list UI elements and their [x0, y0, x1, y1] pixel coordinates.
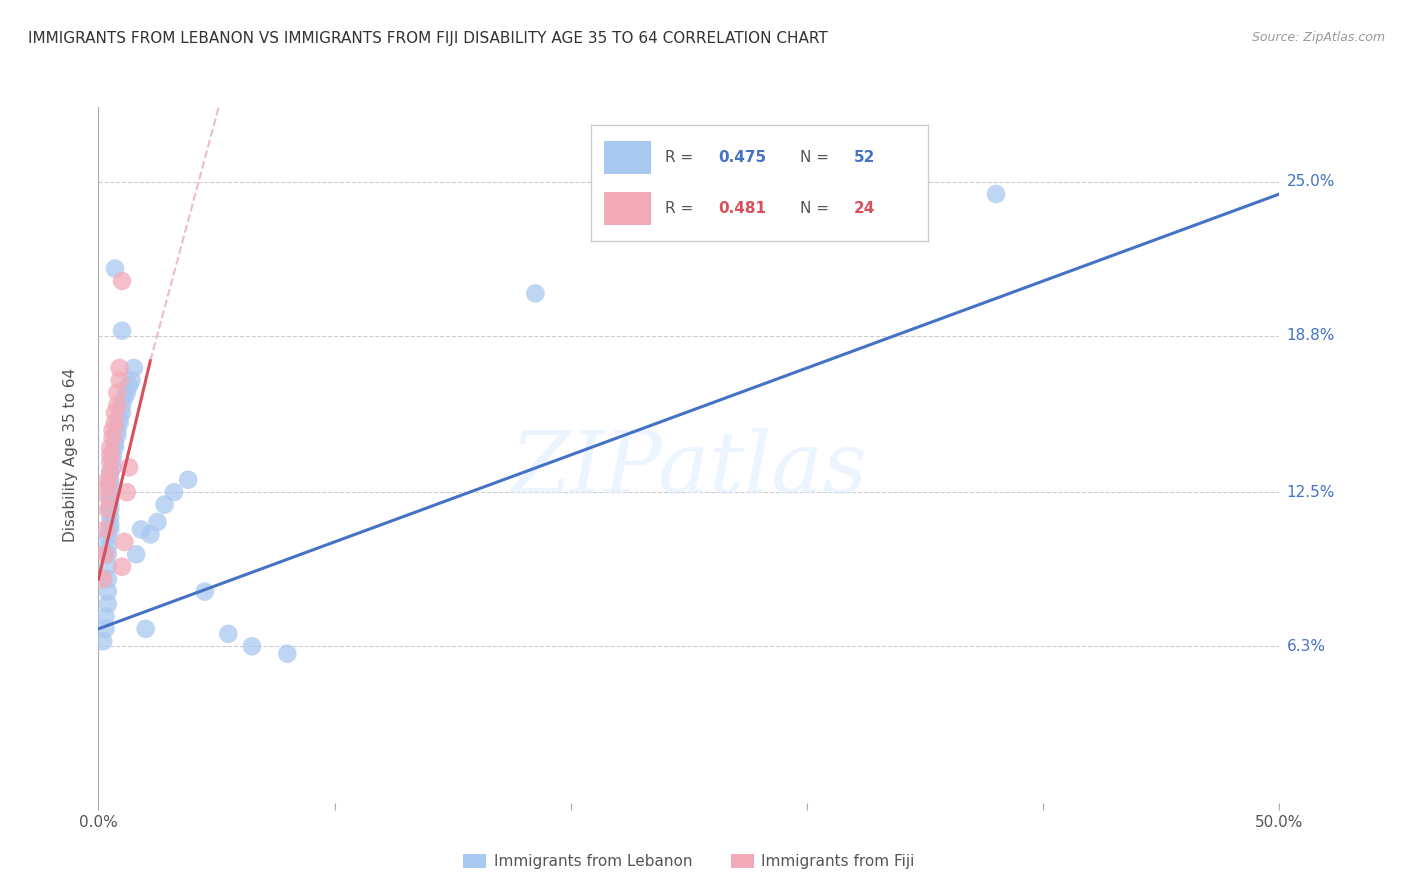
Point — [129, 523, 152, 537]
Point — [111, 398, 134, 412]
Point — [98, 477, 121, 491]
Point — [177, 473, 200, 487]
Point — [101, 423, 124, 437]
Point — [97, 584, 120, 599]
Point — [101, 431, 124, 445]
Point — [125, 547, 148, 561]
Point — [98, 448, 121, 462]
Point — [111, 559, 134, 574]
Text: Source: ZipAtlas.com: Source: ZipAtlas.com — [1251, 31, 1385, 45]
Point — [101, 453, 124, 467]
Point — [153, 498, 176, 512]
Text: 24: 24 — [853, 201, 875, 216]
Point — [104, 406, 127, 420]
Text: N =: N = — [800, 201, 834, 216]
Point — [194, 584, 217, 599]
Legend: Immigrants from Lebanon, Immigrants from Fiji: Immigrants from Lebanon, Immigrants from… — [457, 848, 921, 875]
Point — [112, 535, 135, 549]
Point — [97, 473, 120, 487]
Text: R =: R = — [665, 201, 697, 216]
Bar — [605, 141, 651, 174]
Point — [98, 510, 121, 524]
Point — [108, 361, 131, 376]
Point — [146, 515, 169, 529]
Point — [111, 406, 134, 420]
Point — [163, 485, 186, 500]
Point — [115, 485, 138, 500]
Text: ZIPatlas: ZIPatlas — [510, 427, 868, 510]
Point — [115, 385, 138, 400]
Point — [139, 527, 162, 541]
Point — [98, 502, 121, 516]
Text: 18.8%: 18.8% — [1286, 328, 1334, 343]
Point — [104, 261, 127, 276]
Text: 52: 52 — [853, 150, 875, 165]
Text: 0.481: 0.481 — [718, 201, 766, 216]
Point — [135, 622, 157, 636]
Point — [94, 547, 117, 561]
Point — [118, 460, 141, 475]
Point — [984, 187, 1007, 202]
Point — [97, 597, 120, 611]
Point — [111, 274, 134, 288]
Point — [97, 490, 120, 504]
Point — [105, 398, 128, 412]
Point — [98, 485, 121, 500]
Point — [98, 517, 121, 532]
Point — [101, 448, 124, 462]
Point — [94, 523, 117, 537]
Point — [97, 530, 120, 544]
Point — [97, 502, 120, 516]
Point — [104, 441, 127, 455]
Point — [97, 540, 120, 554]
Point — [98, 492, 121, 507]
Point — [94, 609, 117, 624]
Point — [524, 286, 547, 301]
Point — [122, 361, 145, 376]
Point — [121, 373, 143, 387]
Point — [118, 378, 141, 392]
Point — [112, 391, 135, 405]
Point — [97, 572, 120, 586]
Point — [98, 441, 121, 455]
Point — [105, 385, 128, 400]
Point — [276, 647, 298, 661]
Point — [97, 480, 120, 494]
Point — [111, 324, 134, 338]
Point — [101, 460, 124, 475]
Point — [94, 622, 117, 636]
Point — [240, 639, 263, 653]
Point — [98, 473, 121, 487]
Point — [108, 373, 131, 387]
Point — [108, 410, 131, 425]
Point — [108, 416, 131, 430]
Text: 12.5%: 12.5% — [1286, 484, 1334, 500]
Text: N =: N = — [800, 150, 834, 165]
Point — [105, 423, 128, 437]
Bar — [605, 192, 651, 225]
Text: 0.475: 0.475 — [718, 150, 766, 165]
Point — [98, 455, 121, 469]
Point — [98, 466, 121, 480]
Text: 6.3%: 6.3% — [1286, 639, 1326, 654]
Point — [104, 435, 127, 450]
Point — [104, 416, 127, 430]
Point — [91, 634, 114, 648]
Point — [97, 559, 120, 574]
Text: R =: R = — [665, 150, 697, 165]
Text: 25.0%: 25.0% — [1286, 174, 1334, 189]
Point — [217, 627, 239, 641]
Point — [105, 428, 128, 442]
Point — [91, 572, 114, 586]
Point — [98, 498, 121, 512]
Point — [97, 547, 120, 561]
Y-axis label: Disability Age 35 to 64: Disability Age 35 to 64 — [63, 368, 77, 542]
Point — [98, 523, 121, 537]
Point — [98, 466, 121, 480]
Text: IMMIGRANTS FROM LEBANON VS IMMIGRANTS FROM FIJI DISABILITY AGE 35 TO 64 CORRELAT: IMMIGRANTS FROM LEBANON VS IMMIGRANTS FR… — [28, 31, 828, 46]
